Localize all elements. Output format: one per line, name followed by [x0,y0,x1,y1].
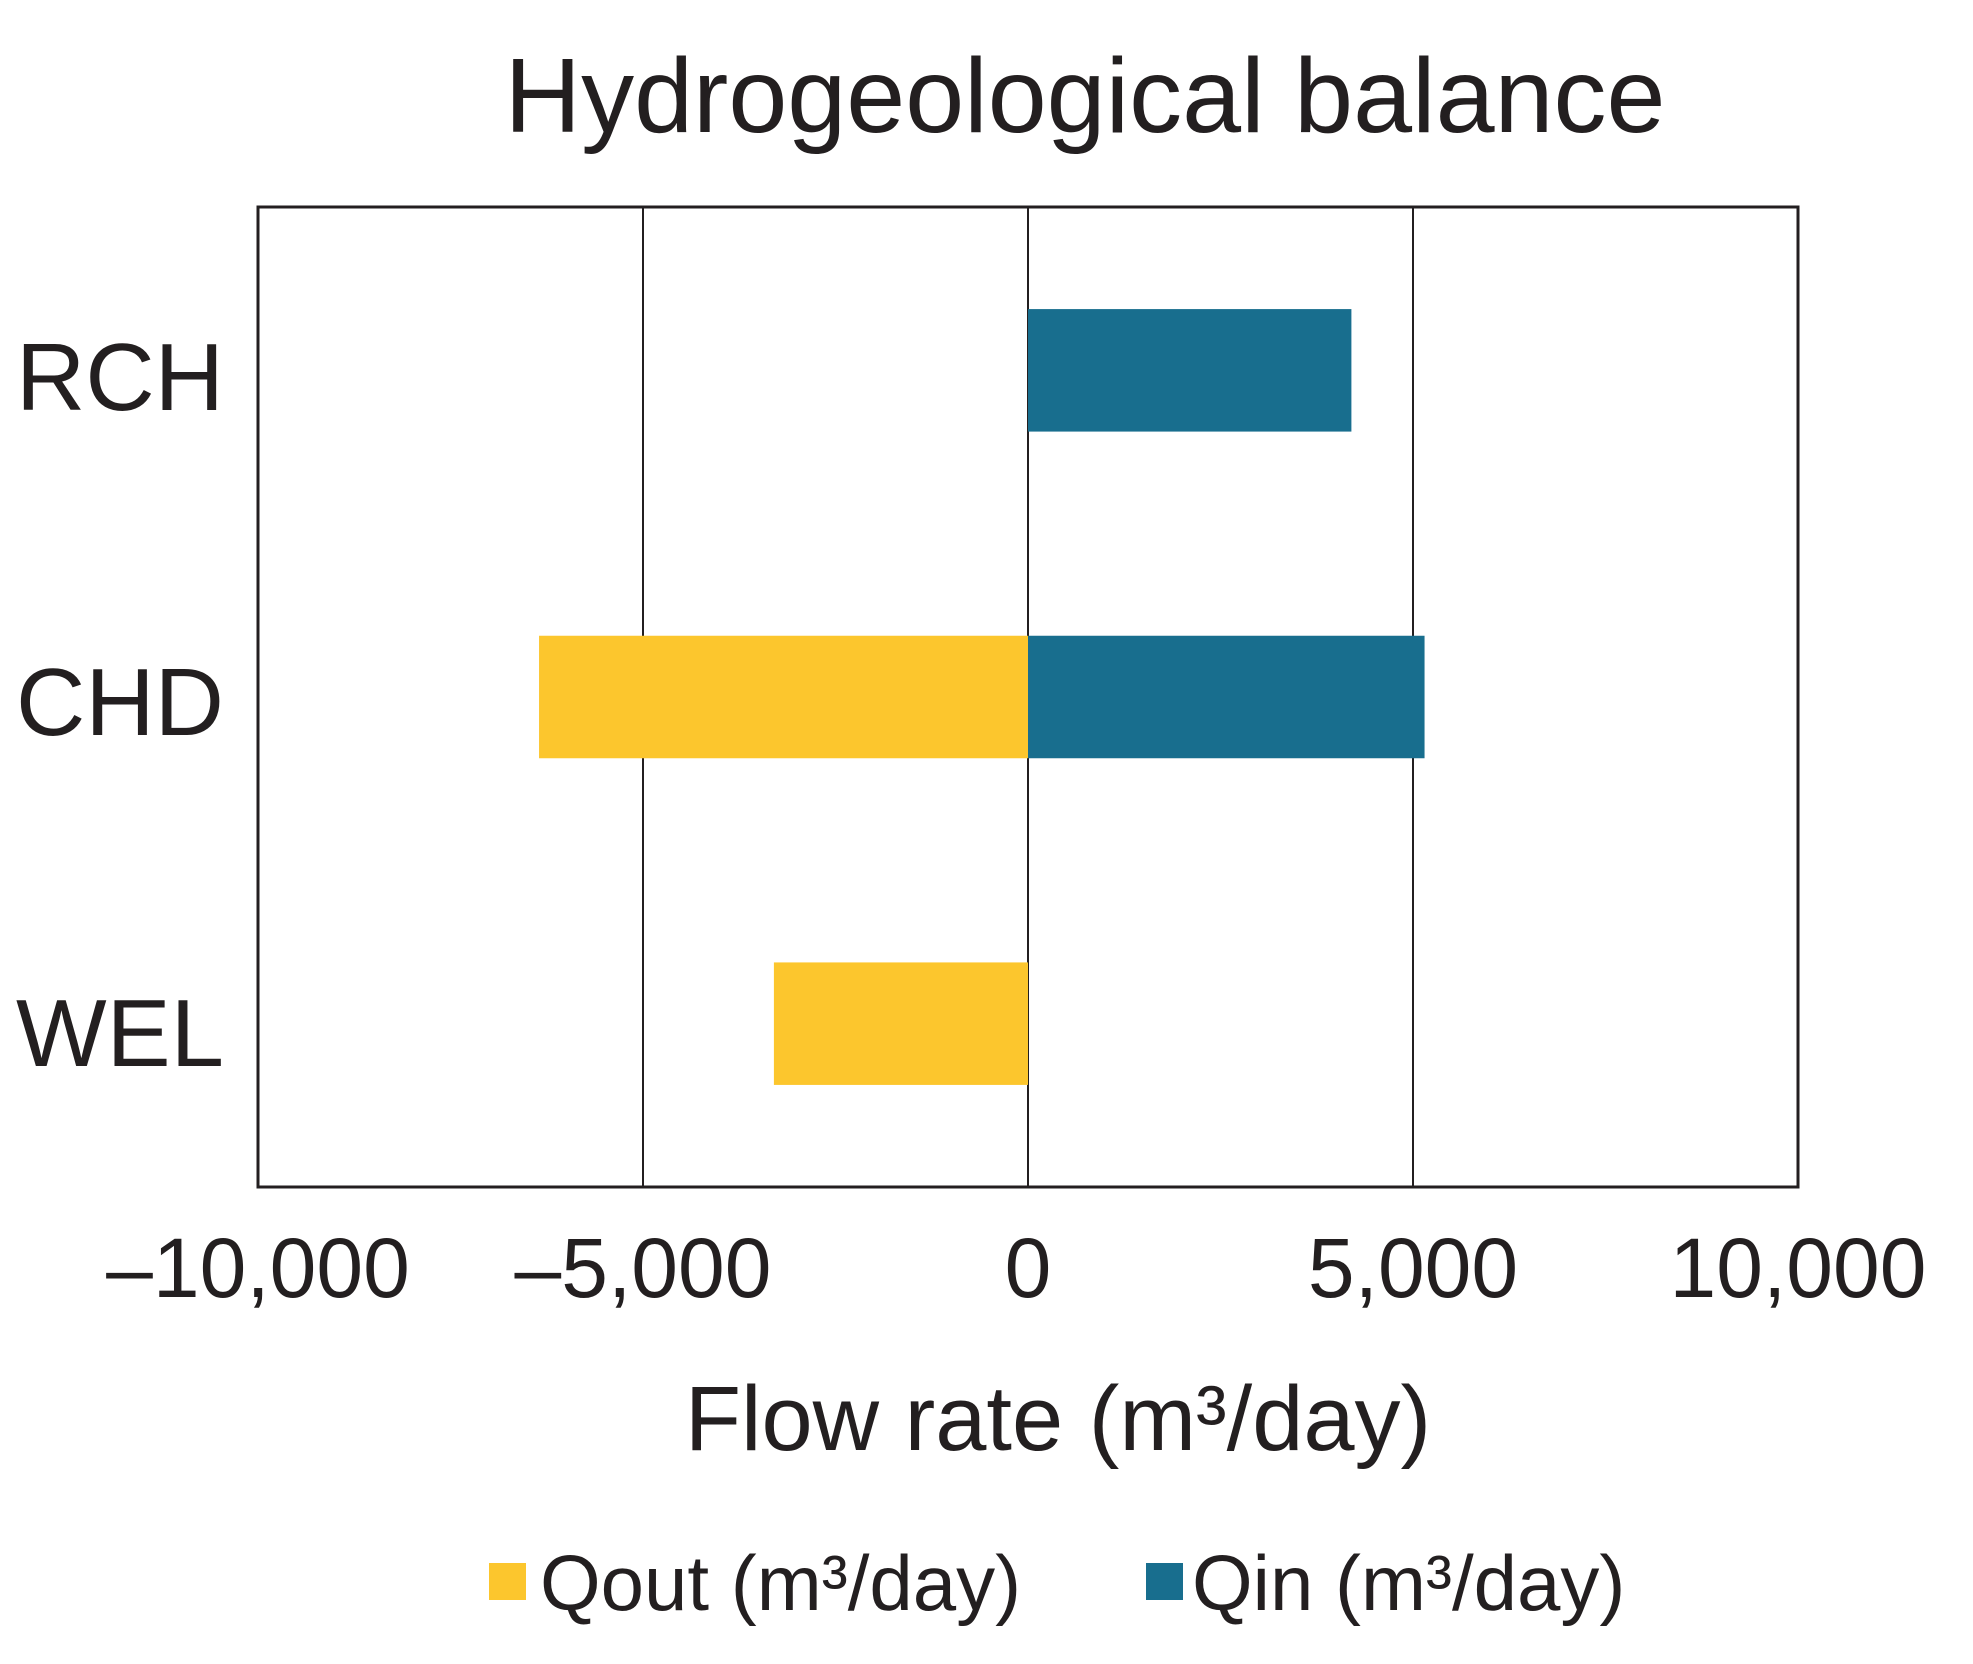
category-label-chd: CHD [16,649,224,756]
bar-qin-chd [1028,635,1425,759]
category-labels: RCH CHD WEL [16,324,224,1087]
x-tick-labels: –10,000 –5,000 0 5,000 10,000 [106,1221,1926,1315]
x-tick-label-minus-10000: –10,000 [106,1221,410,1315]
category-label-rch: RCH [16,324,224,431]
legend-label-qin: Qin (m³/day) [1192,1539,1625,1627]
legend-swatch-qout [489,1563,526,1600]
x-tick-label-10000: 10,000 [1670,1221,1927,1315]
bar-qout-wel [773,962,1028,1085]
chart-title: Hydrogeological balance [505,37,1666,155]
bars [539,309,1425,1085]
x-tick-label-minus-5000: –5,000 [515,1221,772,1315]
bar-qin-rch [1028,309,1352,432]
category-label-wel: WEL [16,980,224,1087]
legend-label-qout: Qout (m³/day) [540,1539,1021,1627]
bar-qout-chd [539,635,1028,759]
x-tick-label-0: 0 [1005,1221,1052,1315]
x-axis-title: Flow rate (m³/day) [685,1368,1431,1470]
legend-swatch-qin [1146,1563,1183,1600]
legend: Qout (m³/day) Qin (m³/day) [489,1539,1625,1627]
x-tick-label-5000: 5,000 [1308,1221,1518,1315]
